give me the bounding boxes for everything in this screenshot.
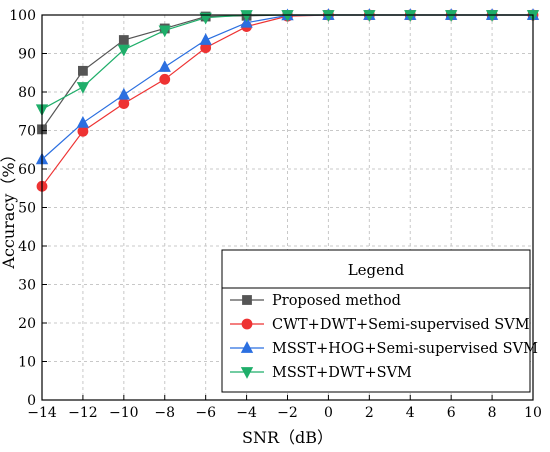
legend-label: MSST+HOG+Semi-supervised SVM bbox=[272, 341, 538, 357]
data-point bbox=[76, 82, 90, 94]
x-axis-title: SNR（dB） bbox=[242, 428, 333, 447]
y-tick-label: 10 bbox=[18, 355, 36, 371]
data-point bbox=[485, 10, 499, 22]
data-point bbox=[199, 12, 212, 25]
x-tick-label: −2 bbox=[277, 405, 298, 421]
legend-entry: CWT+DWT+Semi-supervised SVM bbox=[230, 317, 530, 333]
legend-box bbox=[221, 249, 531, 393]
x-tick-label: −6 bbox=[195, 405, 216, 421]
legend-entry: MSST+DWT+SVM bbox=[230, 365, 412, 381]
data-point bbox=[322, 10, 335, 22]
ticks: −14 −12 −10 −8 −6 −4 −2 0 2 4 6 8 100102030405060708… bbox=[9, 8, 542, 421]
data-point bbox=[240, 15, 253, 28]
y-tick-label: 100 bbox=[9, 8, 36, 24]
legend-marker bbox=[240, 341, 254, 353]
data-point bbox=[117, 44, 130, 57]
x-tick-label: 6 bbox=[447, 405, 456, 421]
x-tick-label: −10 bbox=[109, 405, 139, 421]
legend-marker bbox=[241, 318, 253, 330]
legend-entry: Proposed method bbox=[230, 293, 401, 309]
data-point bbox=[445, 10, 458, 22]
y-tick-label: 30 bbox=[18, 278, 36, 294]
x-tick-label: 10 bbox=[524, 405, 542, 421]
y-tick-label: 60 bbox=[18, 162, 36, 178]
legend-label: MSST+DWT+SVM bbox=[272, 365, 412, 381]
series-3 bbox=[35, 8, 540, 165]
legend-entry: MSST+HOG+Semi-supervised SVM bbox=[230, 341, 538, 357]
data-point bbox=[404, 10, 417, 22]
data-point bbox=[158, 25, 171, 38]
x-tick-label: −12 bbox=[68, 405, 98, 421]
y-tick-label: 70 bbox=[18, 124, 36, 140]
data-point bbox=[118, 35, 129, 45]
data-point bbox=[199, 33, 212, 45]
x-tick-label: −14 bbox=[27, 405, 57, 421]
data-point bbox=[159, 73, 171, 85]
legend-marker bbox=[240, 367, 254, 379]
legend-title: Legend bbox=[348, 261, 405, 279]
data-point bbox=[158, 60, 171, 72]
y-axis-title: Accuracy（%） bbox=[0, 146, 18, 269]
x-tick-label: −4 bbox=[236, 405, 257, 421]
y-tick-label: 0 bbox=[27, 393, 36, 409]
data-point bbox=[78, 65, 88, 76]
legend-label: Proposed method bbox=[272, 293, 401, 309]
data-point bbox=[118, 98, 130, 109]
data-point bbox=[77, 125, 89, 137]
y-tick-label: 80 bbox=[18, 85, 36, 101]
legend-label: CWT+DWT+Semi-supervised SVM bbox=[272, 317, 530, 333]
y-tick-label: 40 bbox=[18, 239, 36, 255]
legend: Legend Proposed method CWT+DWT+Semi-super… bbox=[221, 249, 538, 393]
x-tick-label: 4 bbox=[406, 405, 415, 421]
legend-entries: Proposed method CWT+DWT+Semi-supervised S… bbox=[230, 293, 538, 381]
x-tick-label: 2 bbox=[365, 405, 374, 421]
data-point bbox=[363, 10, 376, 22]
legend-marker bbox=[242, 295, 252, 305]
x-tick-label: −8 bbox=[154, 405, 175, 421]
x-tick-label: 0 bbox=[324, 405, 333, 421]
y-tick-label: 20 bbox=[18, 316, 36, 332]
y-tick-label: 50 bbox=[18, 201, 36, 217]
x-tick-label: 8 bbox=[488, 405, 497, 421]
data-point bbox=[117, 87, 130, 100]
y-tick-label: 90 bbox=[18, 47, 36, 63]
data-point bbox=[76, 115, 90, 128]
data-point bbox=[240, 10, 253, 22]
data-point bbox=[281, 10, 294, 22]
